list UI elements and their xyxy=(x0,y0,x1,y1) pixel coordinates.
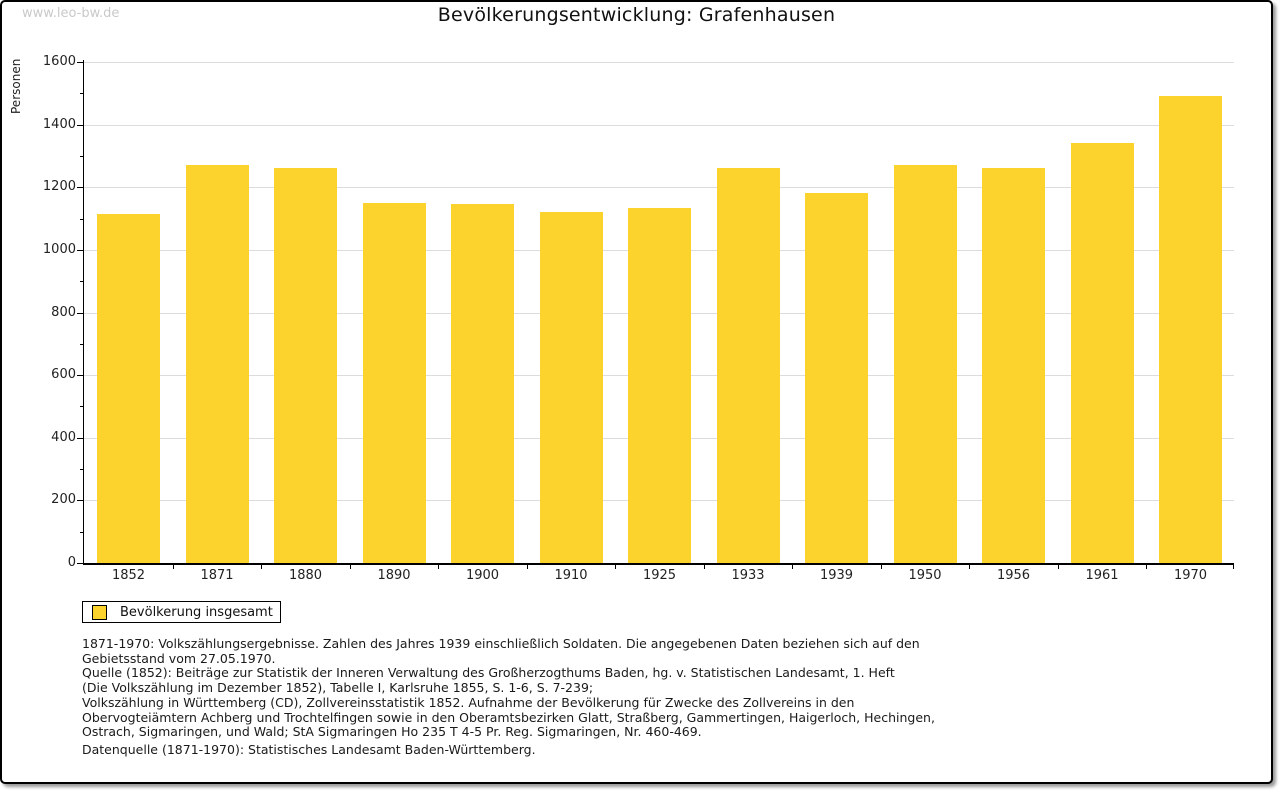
bar-1925 xyxy=(628,208,691,563)
y-minor-tick xyxy=(80,218,83,220)
y-tick xyxy=(77,312,83,314)
y-minor-tick xyxy=(80,155,83,157)
y-tick-label: 1600 xyxy=(42,54,76,69)
x-tick-label: 1925 xyxy=(642,568,677,583)
bar-1970 xyxy=(1159,95,1222,563)
y-axis-title: Personen xyxy=(9,58,23,114)
y-tick xyxy=(77,187,83,189)
x-tick-label: 1939 xyxy=(819,568,854,583)
x-tick-label: 1950 xyxy=(908,568,942,583)
bar-1939 xyxy=(805,192,868,563)
footnote-line: Obervogteiämtern Achberg und Trochtelfin… xyxy=(82,709,935,725)
y-minor-tick xyxy=(80,343,83,345)
y-tick-label: 600 xyxy=(51,367,76,383)
x-tick xyxy=(438,565,440,569)
footnote-line: Ostrach, Sigmaringen, und Wald; StA Sigm… xyxy=(82,724,702,740)
x-tick-label: 1900 xyxy=(465,568,500,583)
footnotes: 1871-1970: Volkszählungsergebnisse. Zahl… xyxy=(82,636,935,740)
y-tick xyxy=(77,62,83,63)
legend: Bevölkerung insgesamt xyxy=(82,601,281,623)
bar-1956 xyxy=(982,168,1045,563)
gridline-1600 xyxy=(84,62,1234,63)
bar-1910 xyxy=(539,212,603,563)
x-tick xyxy=(1146,565,1148,569)
x-tick xyxy=(792,565,794,569)
x-tick-label: 1956 xyxy=(996,568,1031,583)
gridline-1200 xyxy=(84,187,1234,189)
y-tick-label: 1400 xyxy=(42,116,76,132)
x-tick xyxy=(349,565,351,569)
y-minor-tick xyxy=(80,281,83,283)
bar-1961 xyxy=(1070,143,1134,563)
y-minor-tick xyxy=(80,93,83,95)
y-tick xyxy=(77,563,83,564)
y-tick-label: 1000 xyxy=(42,241,76,257)
watermark-url: www.leo-bw.de xyxy=(22,6,120,21)
footnote-line: (Die Volkszählung im Dezember 1852), Tab… xyxy=(82,680,594,696)
y-tick xyxy=(77,437,83,439)
y-axis-line xyxy=(83,60,84,565)
y-tick-label: 800 xyxy=(51,304,76,320)
footnote-line: Quelle (1852): Beiträge zur Statistik de… xyxy=(82,665,895,681)
y-tick xyxy=(77,124,83,126)
x-tick-label: 1933 xyxy=(731,568,765,583)
x-tick-label: 1890 xyxy=(377,568,411,583)
bar-1871 xyxy=(185,165,249,563)
x-tick xyxy=(969,565,971,569)
x-tick-label: 1871 xyxy=(200,568,234,583)
bar-1880 xyxy=(274,167,337,563)
x-tick-label: 1880 xyxy=(288,568,323,583)
bar-1900 xyxy=(451,204,514,563)
legend-swatch-icon xyxy=(92,604,107,620)
y-tick-label: 200 xyxy=(51,492,76,508)
y-tick-label: 1200 xyxy=(42,179,76,195)
footnote-line: 1871-1970: Volkszählungsergebnisse. Zahl… xyxy=(82,636,920,651)
x-tick xyxy=(526,565,528,569)
x-tick-label: 1961 xyxy=(1085,568,1119,583)
x-tick xyxy=(172,565,174,569)
y-minor-tick xyxy=(80,406,83,408)
x-tick xyxy=(880,565,882,569)
footnote-line: Gebietsstand vom 27.05.1970. xyxy=(82,650,276,666)
y-minor-tick xyxy=(80,531,83,533)
x-tick-label: 1970 xyxy=(1173,568,1208,583)
x-tick-label: 1910 xyxy=(554,568,588,583)
x-tick xyxy=(261,565,263,569)
x-tick xyxy=(1057,565,1059,569)
bar-1950 xyxy=(893,164,957,563)
bar-1933 xyxy=(716,167,780,563)
bar-1890 xyxy=(362,202,426,563)
gridline-1400 xyxy=(84,124,1234,126)
y-tick xyxy=(77,249,83,251)
y-minor-tick xyxy=(80,469,83,471)
x-tick xyxy=(615,565,617,569)
chart-title: Bevölkerungsentwicklung: Grafenhausen xyxy=(437,4,836,26)
x-tick xyxy=(1233,565,1234,569)
x-axis-line xyxy=(83,563,1234,565)
y-tick xyxy=(77,500,83,502)
x-tick-label: 1852 xyxy=(111,568,146,583)
legend-label: Bevölkerung insgesamt xyxy=(120,604,273,620)
y-tick xyxy=(77,375,83,377)
y-tick-label: 400 xyxy=(51,429,76,445)
bar-1852 xyxy=(97,213,160,563)
datasource-line: Datenquelle (1871-1970): Statistisches L… xyxy=(82,742,536,757)
x-tick xyxy=(703,565,705,569)
y-tick-label: 0 xyxy=(67,555,76,570)
footnote-line: Volkszählung in Württemberg (CD), Zollve… xyxy=(82,694,855,710)
